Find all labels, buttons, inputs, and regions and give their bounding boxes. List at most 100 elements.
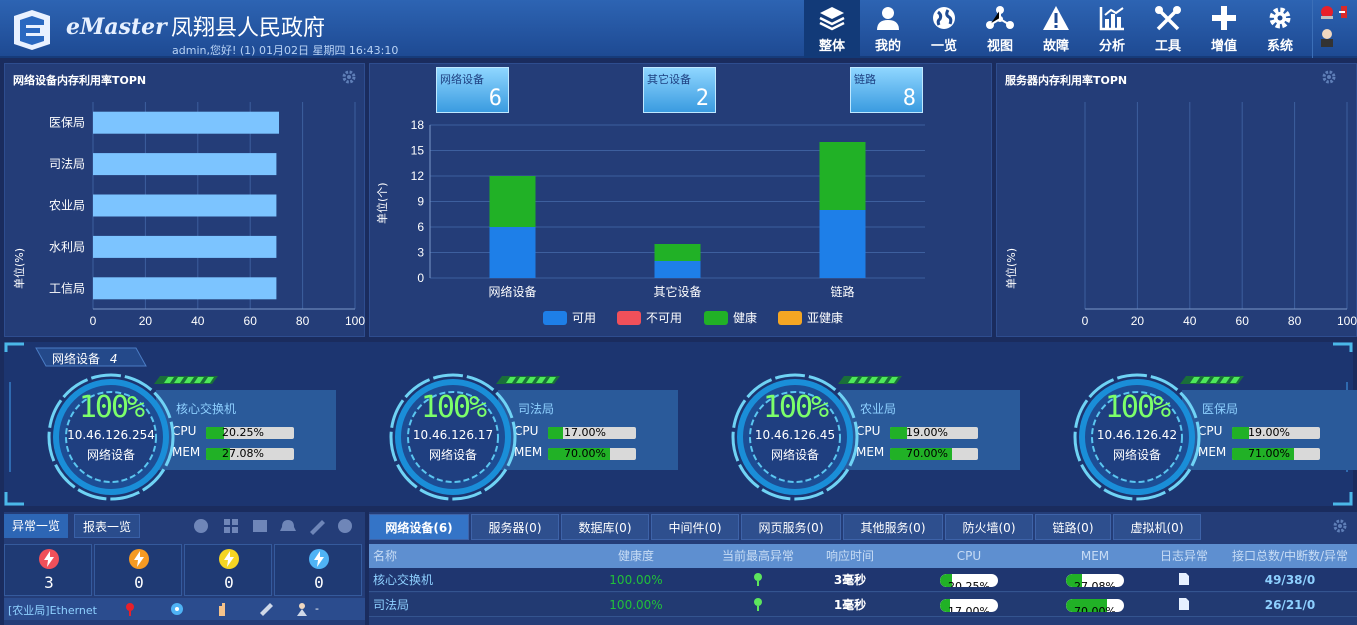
panel-title: 服务器内存利用率TOPN — [1005, 74, 1128, 87]
device-card[interactable]: 农业局 CPU MEM 19.00% 70.00% 100% 10.46.126.45 网络设… — [730, 372, 1030, 502]
nav-fault[interactable]: 故障 — [1028, 0, 1084, 58]
gear-icon[interactable] — [342, 70, 356, 84]
device-ip: 10.46.126.254 — [67, 428, 155, 442]
category-label: 农业局 — [49, 199, 85, 213]
device-card[interactable]: 核心交换机 CPU MEM 20.25% 27.08% 100% 10.46.126.254… — [46, 372, 346, 502]
nav-tools[interactable]: 工具 — [1140, 0, 1196, 58]
row-response: 3毫秒 — [833, 573, 867, 587]
column-header[interactable]: 响应时间 — [807, 544, 893, 568]
table-tab[interactable]: 网络设备(6) — [369, 514, 469, 540]
legend-swatch[interactable] — [617, 311, 641, 325]
nav-view[interactable]: 视图 — [972, 0, 1028, 58]
log-file-icon[interactable] — [1179, 573, 1189, 585]
bar[interactable] — [93, 194, 277, 217]
device-type: 网络设备 — [428, 448, 477, 462]
row-interfaces[interactable]: 26/21/0 — [1264, 598, 1316, 612]
alert-count-cell[interactable]: 0 — [274, 544, 362, 596]
x-tick-label: 0 — [90, 314, 97, 328]
table-tab[interactable]: 虚拟机(0) — [1113, 514, 1201, 540]
badge-value: 2 — [695, 86, 709, 111]
table-tab[interactable]: 防火墙(0) — [945, 514, 1033, 540]
gear-icon[interactable] — [1333, 519, 1347, 533]
page-title: 凤翔县人民政府 — [171, 16, 326, 41]
nav-label: 增值 — [1210, 39, 1237, 54]
column-header[interactable]: MEM — [1045, 544, 1145, 568]
nav-analysis[interactable]: 分析 — [1084, 0, 1140, 58]
device-name[interactable]: 司法局 — [518, 402, 555, 416]
nav-overall[interactable]: 整体 — [804, 0, 860, 58]
row-name[interactable]: 核心交换机 — [373, 573, 434, 587]
log-file-icon[interactable] — [1179, 598, 1189, 610]
device-name[interactable]: 农业局 — [860, 402, 897, 416]
column-header[interactable]: 健康度 — [563, 544, 709, 568]
nav-mine[interactable]: 我的 — [860, 0, 916, 58]
device-name[interactable]: 核心交换机 — [176, 402, 237, 416]
legend-swatch[interactable] — [543, 311, 567, 325]
column-header[interactable]: 接口总数/中断数/异常 — [1223, 544, 1357, 568]
legend-swatch[interactable] — [704, 311, 728, 325]
device-card[interactable]: 司法局 CPU MEM 17.00% 70.00% 100% 10.46.126.17 网络设… — [388, 372, 688, 502]
column-header[interactable]: 日志异常 — [1145, 544, 1223, 568]
legend-swatch[interactable] — [778, 311, 802, 325]
row-name[interactable]: 司法局 — [373, 598, 410, 612]
bar[interactable] — [93, 235, 277, 258]
pill-fill — [1066, 599, 1107, 612]
badge-label: 网络设备 — [440, 73, 484, 86]
device-status-panel: 网络设备 6 其它设备 2 链路 8 单位(个) 0 3 6 9 12 15 18 网络设备其… — [369, 63, 992, 337]
bar-value: 20.25% — [222, 427, 264, 439]
pill-fill — [940, 574, 952, 587]
table-tab[interactable]: 网页服务(0) — [741, 514, 841, 540]
alert-count-value: 0 — [134, 573, 144, 592]
table-tab[interactable]: 其他服务(0) — [843, 514, 943, 540]
row-interfaces[interactable]: 49/38/0 — [1264, 573, 1316, 587]
tab-anomalies[interactable]: 异常一览 — [4, 514, 69, 538]
logo — [10, 8, 54, 52]
device-name[interactable]: 医保局 — [1202, 402, 1239, 416]
nav-label: 视图 — [986, 39, 1013, 54]
bar-segment[interactable] — [489, 227, 536, 278]
bar[interactable] — [93, 111, 280, 134]
alert-item[interactable]: [农业局]Ethernet - — [4, 598, 365, 620]
tab-reports[interactable]: 报表一览 — [74, 514, 141, 538]
table-tab[interactable]: 链路(0) — [1035, 514, 1111, 540]
bar-segment[interactable] — [654, 261, 701, 278]
nav-system[interactable]: 系统 — [1252, 0, 1308, 58]
health-percent: 100% — [78, 390, 145, 425]
x-tick-label: 100 — [1337, 314, 1357, 328]
device-info-box: 核心交换机 CPU MEM 20.25% 27.08% — [156, 390, 336, 470]
column-header[interactable]: 当前最高异常 — [709, 544, 807, 568]
table-tab[interactable]: 中间件(0) — [651, 514, 739, 540]
alarm-area[interactable] — [1312, 0, 1357, 58]
device-card[interactable]: 医保局 CPU MEM 19.00% 71.00% 100% 10.46.126.42 网络设… — [1072, 372, 1357, 502]
alert-count-cell[interactable]: 0 — [184, 544, 272, 596]
y-tick-label: 9 — [417, 195, 424, 209]
nav-value-added[interactable]: 增值 — [1196, 0, 1252, 58]
cpu-label: CPU — [514, 424, 539, 438]
mem-bar: 27.08% — [206, 448, 294, 460]
bar[interactable] — [93, 277, 277, 300]
badge-other-devices[interactable]: 其它设备 2 — [643, 67, 716, 113]
health-ring — [389, 373, 517, 501]
bar-segment[interactable] — [489, 176, 536, 227]
stripe-decoration — [1180, 376, 1244, 384]
table-row[interactable] — [369, 593, 1357, 617]
stripe-decoration — [496, 376, 560, 384]
table-row[interactable] — [369, 568, 1357, 592]
alert-count-cell[interactable]: 0 — [94, 544, 182, 596]
bar[interactable] — [93, 153, 277, 176]
nav-overview[interactable]: 一览 — [916, 0, 972, 58]
bar-segment[interactable] — [819, 142, 866, 210]
gear-icon[interactable] — [1322, 70, 1336, 84]
bar-value: 27.08% — [222, 448, 264, 460]
x-tick-label: 60 — [1236, 314, 1250, 328]
alert-count-cell[interactable]: 3 — [4, 544, 92, 596]
bar-segment[interactable] — [654, 244, 701, 261]
table-tab[interactable]: 服务器(0) — [471, 514, 559, 540]
table-tab[interactable]: 数据库(0) — [561, 514, 649, 540]
column-header[interactable]: CPU — [893, 544, 1045, 568]
device-type: 网络设备 — [770, 448, 819, 462]
bar-segment[interactable] — [819, 210, 866, 278]
badge-network-devices[interactable]: 网络设备 6 — [436, 67, 509, 113]
column-header[interactable]: 名称 — [369, 544, 563, 568]
badge-links[interactable]: 链路 8 — [850, 67, 923, 113]
